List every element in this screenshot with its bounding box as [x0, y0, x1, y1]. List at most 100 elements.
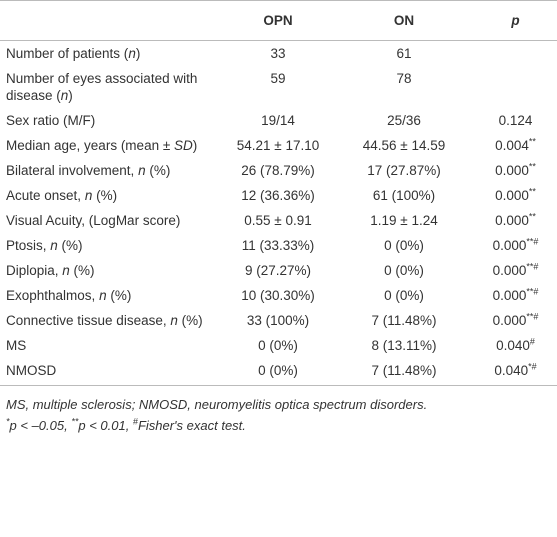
- label-text: n: [60, 88, 69, 103]
- p-cell: 0.000**: [474, 158, 557, 183]
- opn-cell: 33 (100%): [246, 313, 310, 328]
- table-row: Number of patients (n) 33 61: [0, 41, 557, 67]
- label-text: ): [68, 88, 73, 103]
- table-row: Median age, years (mean ± SD) 54.21 ± 17.…: [0, 133, 557, 158]
- p-text: 0.000: [492, 238, 527, 253]
- sup: #: [132, 416, 138, 427]
- p-text: **: [528, 211, 536, 222]
- opn-cell: 9 (27.27%): [244, 263, 312, 278]
- opn-cell: 11 (33.33%): [241, 238, 315, 253]
- text: Fisher's exact test.: [137, 418, 246, 433]
- table-row: Diplopia, n (%) 9 (27.27%) 0 (0%) 0.000**#: [0, 258, 557, 283]
- p-cell: 0.000**#: [474, 283, 557, 308]
- opn-cell: 26 (78.79%): [241, 163, 315, 178]
- p-cell: 0.040#: [474, 333, 557, 358]
- label-text: SD: [174, 138, 193, 153]
- label-text: Exophthalmos,: [6, 288, 100, 303]
- row-label: Visual Acuity, (LogMar score): [0, 208, 222, 233]
- row-label: Connective tissue disease, n (%): [0, 308, 222, 333]
- label-text: Ptosis,: [6, 238, 51, 253]
- opn-cell: 0 (0%): [258, 338, 298, 353]
- label-text: Number of eyes associated with disease (: [6, 71, 198, 103]
- label-text: ): [192, 138, 198, 153]
- label-text: (%): [145, 163, 171, 178]
- label-text: n: [138, 163, 146, 178]
- p-text: **: [528, 186, 536, 197]
- table-row: Connective tissue disease, n (%) 33 (100%…: [0, 308, 557, 333]
- table-row: Sex ratio (M/F) 19/14 25/36 0.124: [0, 108, 557, 133]
- label-text: Median age, years (mean ±: [6, 138, 174, 153]
- p-cell: [474, 41, 557, 67]
- opn-cell: 33: [270, 46, 286, 61]
- p-text: *#: [528, 361, 537, 372]
- p-text: #: [529, 336, 535, 347]
- header-cell: ON: [334, 0, 474, 41]
- footnote: MS, multiple sclerosis; NMOSD, neuromyel…: [6, 397, 428, 412]
- opn-cell: 59: [270, 71, 286, 86]
- on-cell: 1.19 ± 1.24: [370, 213, 438, 228]
- p-text: 0.124: [498, 113, 533, 128]
- table-row: Bilateral involvement, n (%) 26 (78.79%) 1…: [0, 158, 557, 183]
- row-label: Diplopia, n (%): [0, 258, 222, 283]
- row-label: Number of patients (n): [0, 41, 222, 67]
- table-row: Ptosis, n (%) 11 (33.33%) 0 (0%) 0.000**#: [0, 233, 557, 258]
- on-cell: 0 (0%): [384, 263, 424, 278]
- footnotes: MS, multiple sclerosis; NMOSD, neuromyel…: [0, 386, 557, 436]
- row-label: Sex ratio (M/F): [0, 108, 222, 133]
- p-cell: 0.040*#: [474, 358, 557, 386]
- label-text: n: [62, 263, 70, 278]
- on-cell: 61 (100%): [372, 188, 436, 203]
- p-cell: 0.000**#: [474, 233, 557, 258]
- label-text: Number of patients (: [6, 46, 129, 61]
- p-text: **: [528, 161, 536, 172]
- sup: **: [71, 416, 79, 427]
- label-text: n: [99, 288, 107, 303]
- data-table: OPN ON p Number of patients (n) 33 61 Numbe…: [0, 0, 557, 386]
- label-text: Connective tissue disease,: [6, 313, 171, 328]
- label-text: n: [84, 188, 93, 203]
- table-row: Number of eyes associated with disease (…: [0, 66, 557, 108]
- label-text: Visual Acuity, (LogMar score): [6, 213, 181, 228]
- text: p: [9, 418, 17, 433]
- p-cell: 0.124: [474, 108, 557, 133]
- p-text: **#: [526, 261, 539, 272]
- p-text: 0.000: [495, 213, 529, 228]
- table-row: Exophthalmos, n (%) 10 (30.30%) 0 (0%) 0.00…: [0, 283, 557, 308]
- opn-cell: 12 (36.36%): [241, 188, 315, 203]
- label-text: (%): [177, 313, 203, 328]
- on-cell: 7 (11.48%): [371, 313, 437, 328]
- opn-cell: 0 (0%): [222, 358, 334, 386]
- opn-cell: 19/14: [261, 113, 295, 128]
- footnote: *p < –0.05, **p < 0.01, #Fisher's exact …: [6, 415, 551, 436]
- opn-cell: 10 (30.30%): [241, 288, 315, 303]
- row-label: Acute onset, n (%): [0, 183, 222, 208]
- row-label: Median age, years (mean ± SD): [0, 133, 222, 158]
- table-row: Acute onset, n (%) 12 (36.36%) 61 (100%) 0.…: [0, 183, 557, 208]
- p-text: 0.004: [495, 138, 529, 153]
- sup: *: [6, 416, 10, 427]
- table-body: Number of patients (n) 33 61 Number of eyes…: [0, 41, 557, 386]
- p-cell: 0.000**: [474, 183, 557, 208]
- on-cell: 17 (27.87%): [367, 163, 441, 178]
- label-text: ): [135, 46, 141, 61]
- opn-cell: 0.55 ± 0.91: [244, 213, 312, 228]
- label-text: (%): [92, 188, 118, 203]
- row-label: Bilateral involvement, n (%): [0, 158, 222, 183]
- p-text: **#: [526, 286, 539, 297]
- table-row: MS 0 (0%) 8 (13.11%) 0.040#: [0, 333, 557, 358]
- label-text: Acute onset,: [6, 188, 85, 203]
- header-row: OPN ON p: [0, 0, 557, 41]
- label-text: Sex ratio (M/F): [6, 113, 96, 128]
- on-cell: 25/36: [387, 113, 421, 128]
- p-cell: 0.000**#: [474, 258, 557, 283]
- on-cell: 7 (11.48%): [334, 358, 474, 386]
- text: < 0.01,: [85, 418, 133, 433]
- p-text: 0.040: [496, 338, 530, 353]
- label-text: n: [128, 46, 136, 61]
- on-cell: 78: [396, 71, 412, 86]
- p-text: **#: [526, 311, 539, 322]
- row-label: Number of eyes associated with disease (…: [0, 66, 222, 108]
- on-cell: 0 (0%): [384, 238, 424, 253]
- text: < –0.05,: [16, 418, 72, 433]
- p-cell: 0.000**: [474, 208, 557, 233]
